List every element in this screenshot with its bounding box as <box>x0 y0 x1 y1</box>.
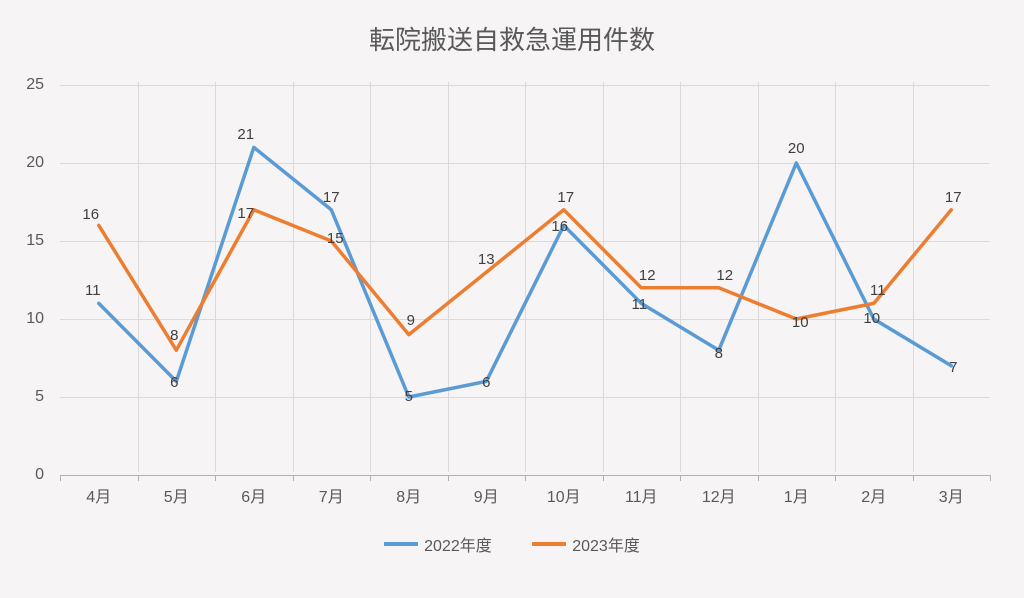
data-label: 9 <box>407 312 415 329</box>
data-label: 17 <box>323 189 340 206</box>
y-axis-label: 25 <box>4 76 44 94</box>
x-axis-label: 3月 <box>921 483 981 507</box>
x-axis-label: 10月 <box>534 483 594 507</box>
y-axis-label: 5 <box>4 388 44 406</box>
x-axis-label: 9月 <box>456 483 516 507</box>
x-tick <box>215 475 216 481</box>
data-label: 8 <box>715 345 723 362</box>
data-label: 12 <box>716 267 733 284</box>
x-tick <box>680 475 681 481</box>
legend-label: 2023年度 <box>572 532 640 556</box>
data-label: 6 <box>170 374 178 391</box>
data-label: 10 <box>863 310 880 327</box>
data-label: 15 <box>327 230 344 247</box>
data-label: 8 <box>170 327 178 344</box>
data-label: 11 <box>870 282 886 299</box>
x-axis-label: 7月 <box>301 483 361 507</box>
x-tick <box>370 475 371 481</box>
x-tick <box>60 475 61 481</box>
x-axis-label: 4月 <box>69 483 129 507</box>
data-label: 16 <box>551 218 568 235</box>
data-label: 11 <box>85 282 101 299</box>
line-chart: 転院搬送自救急運用件数 0 5 10 15 20 25 4月 5月 6月 7月 8月 9月 10月 11… <box>0 0 1024 598</box>
legend-swatch <box>532 542 566 546</box>
data-label: 17 <box>237 205 254 222</box>
x-tick <box>138 475 139 481</box>
chart-legend: 2022年度 2023年度 <box>0 532 1024 556</box>
data-label: 13 <box>478 251 495 268</box>
data-label: 5 <box>405 388 413 405</box>
data-label: 21 <box>237 126 254 143</box>
y-axis-label: 20 <box>4 154 44 172</box>
x-tick <box>913 475 914 481</box>
x-tick <box>603 475 604 481</box>
y-axis-label: 0 <box>4 466 44 484</box>
x-axis-label: 6月 <box>224 483 284 507</box>
legend-item-2022: 2022年度 <box>384 532 492 556</box>
x-tick <box>448 475 449 481</box>
x-tick <box>525 475 526 481</box>
x-axis-label: 1月 <box>766 483 826 507</box>
plot-area: 11 6 21 17 5 6 16 11 8 20 10 7 16 8 17 15 9 13 17 12 12 10 11 1… <box>60 85 990 475</box>
x-axis-label: 12月 <box>689 483 749 507</box>
x-tick <box>758 475 759 481</box>
legend-label: 2022年度 <box>424 532 492 556</box>
legend-item-2023: 2023年度 <box>532 532 640 556</box>
x-tick <box>835 475 836 481</box>
data-label: 16 <box>82 206 99 223</box>
x-axis-label: 11月 <box>611 483 671 507</box>
x-axis-label: 2月 <box>844 483 904 507</box>
series-svg <box>60 85 990 475</box>
y-axis-label: 10 <box>4 310 44 328</box>
y-axis-label: 15 <box>4 232 44 250</box>
x-tick <box>293 475 294 481</box>
legend-swatch <box>384 542 418 546</box>
data-label: 17 <box>945 189 962 206</box>
data-label: 10 <box>792 314 809 331</box>
data-label: 11 <box>631 296 647 313</box>
data-label: 12 <box>639 267 656 284</box>
data-label: 6 <box>482 374 490 391</box>
chart-title: 転院搬送自救急運用件数 <box>0 20 1024 57</box>
data-label: 17 <box>557 189 574 206</box>
x-tick <box>990 475 991 481</box>
data-label: 7 <box>949 359 957 376</box>
x-axis-label: 5月 <box>146 483 206 507</box>
series-line-2022年度 <box>99 147 952 397</box>
x-axis-label: 8月 <box>379 483 439 507</box>
data-label: 20 <box>788 140 805 157</box>
